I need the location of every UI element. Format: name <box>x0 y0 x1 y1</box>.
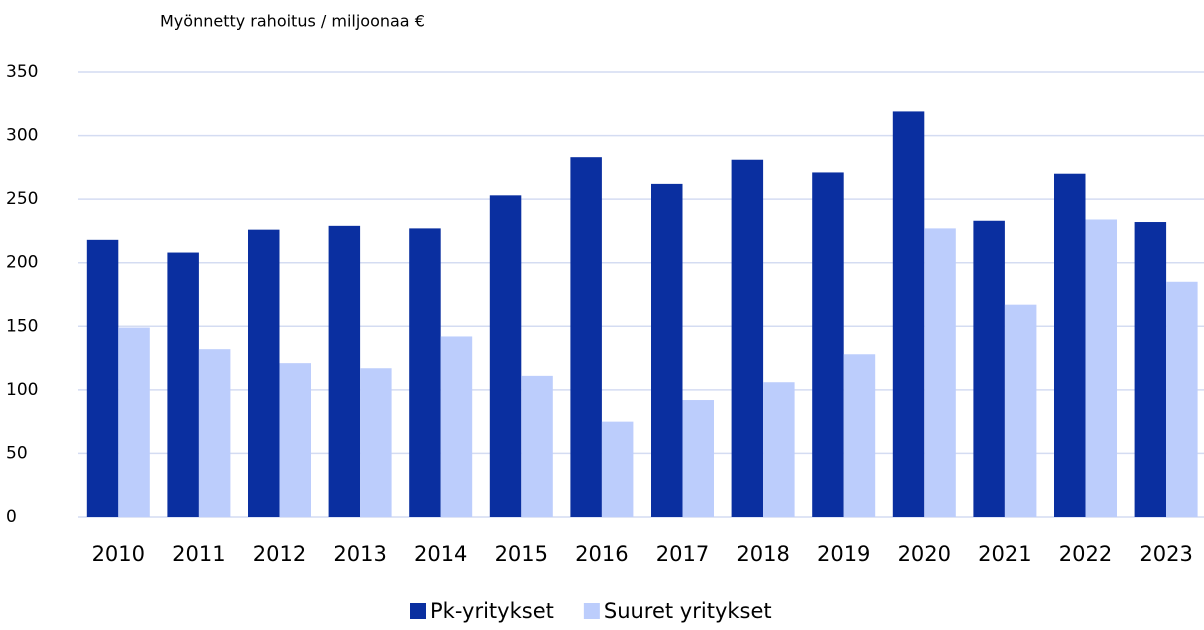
x-tick-label: 2017 <box>656 542 709 566</box>
bar <box>1166 281 1198 517</box>
bar <box>682 400 714 517</box>
y-tick-label: 150 <box>6 316 38 336</box>
chart-title: Myönnetty rahoitus / miljoonaa € <box>160 12 425 31</box>
y-tick-label: 100 <box>6 380 38 400</box>
y-tick-label: 350 <box>6 62 38 82</box>
x-tick-label: 2010 <box>92 542 145 566</box>
x-tick-label: 2015 <box>495 542 548 566</box>
bar <box>601 421 634 517</box>
x-tick-label: 2019 <box>817 542 870 566</box>
bar <box>1004 304 1037 517</box>
bar <box>570 157 602 517</box>
bar <box>731 159 764 517</box>
x-tick-label: 2011 <box>172 542 225 566</box>
bar <box>1134 222 1167 517</box>
bar <box>763 382 795 517</box>
bar <box>892 111 925 518</box>
x-tick-label: 2016 <box>575 542 628 566</box>
bar <box>1085 219 1117 517</box>
y-tick-label: 300 <box>6 126 38 146</box>
y-tick-label: 200 <box>6 253 38 273</box>
bar <box>843 354 876 517</box>
bar <box>86 239 119 518</box>
x-tick-label: 2021 <box>978 542 1031 566</box>
bar <box>973 220 1005 517</box>
bar <box>279 363 311 517</box>
bar <box>1054 173 1086 517</box>
x-tick-label: 2018 <box>736 542 789 566</box>
bar <box>198 349 231 517</box>
bar <box>248 229 280 517</box>
legend-swatch <box>410 603 426 619</box>
y-tick-label: 50 <box>6 443 28 463</box>
bar <box>118 327 150 517</box>
bar <box>440 336 473 517</box>
bar <box>651 183 683 517</box>
bar <box>924 228 956 517</box>
bar <box>521 375 553 517</box>
x-tick-label: 2014 <box>414 542 467 566</box>
bar <box>409 228 441 517</box>
x-tick-label: 2013 <box>333 542 386 566</box>
bar <box>167 252 199 518</box>
x-tick-label: 2022 <box>1059 542 1112 566</box>
legend-label: Pk-yritykset <box>430 599 554 623</box>
y-tick-label: 250 <box>6 189 38 209</box>
bar <box>328 225 361 518</box>
x-tick-label: 2012 <box>253 542 306 566</box>
x-tick-label: 2020 <box>898 542 951 566</box>
legend-label: Suuret yritykset <box>604 599 772 623</box>
x-tick-label: 2023 <box>1139 542 1192 566</box>
bar <box>360 368 392 517</box>
bar <box>812 172 844 517</box>
bar <box>489 195 522 518</box>
legend-swatch <box>583 603 600 619</box>
y-tick-label: 0 <box>6 507 17 527</box>
